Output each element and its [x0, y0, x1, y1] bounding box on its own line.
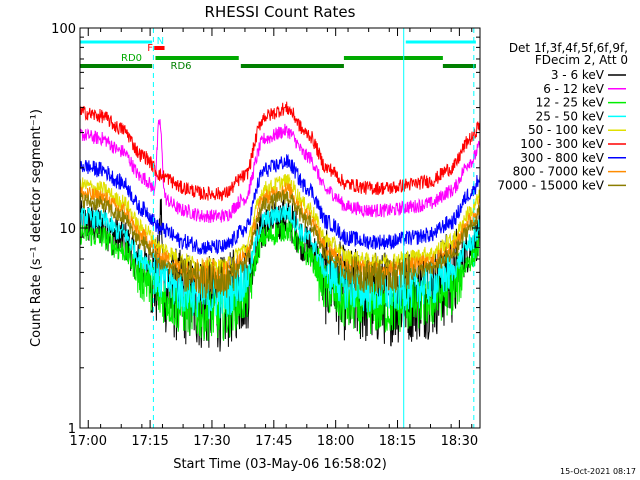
legend-entry: 12 - 25 keV: [536, 96, 605, 110]
state-bar-label: RD0: [121, 53, 142, 64]
x-tick-label: 17:15: [131, 434, 168, 449]
y-tick-label: 1: [68, 422, 76, 437]
y-tick-label: 100: [51, 22, 76, 37]
x-tick-label: 18:00: [317, 434, 354, 449]
x-tick-label: 17:00: [70, 434, 107, 449]
chart-title: RHESSI Count Rates: [205, 3, 356, 21]
footer-timestamp: 15-Oct-2021 08:17: [560, 467, 636, 476]
legend-entry: 25 - 50 keV: [536, 109, 605, 123]
state-bar-label: RD6: [171, 61, 192, 72]
legend-entry: 100 - 300 keV: [520, 137, 604, 151]
legend-entry: 50 - 100 keV: [528, 123, 605, 137]
series-line: [79, 101, 481, 202]
legend-entry: 300 - 800 keV: [520, 151, 604, 165]
state-bar-label: N: [157, 36, 164, 47]
legend-entry: 3 - 6 keV: [551, 68, 605, 82]
legend-entry: 7000 - 15000 keV: [497, 178, 604, 192]
series-line: [79, 174, 481, 275]
legend-entry: 800 - 7000 keV: [513, 165, 605, 179]
series-line: [79, 119, 481, 224]
y-tick-label: 10: [59, 222, 76, 237]
series-line: [79, 189, 481, 299]
series-line: [79, 153, 481, 255]
legend-header: FDecim 2, Att 0: [535, 53, 628, 67]
x-tick-label: 17:30: [193, 434, 230, 449]
state-bar-label: F: [147, 43, 153, 54]
y-axis-label: Count Rate (s⁻¹ detector segment⁻¹): [29, 109, 44, 347]
x-tick-label: 17:45: [255, 434, 292, 449]
legend-entry: 6 - 12 keV: [543, 82, 605, 96]
legend-header: Det 1f,3f,4f,5f,6f,9f,: [509, 41, 628, 55]
x-tick-label: 18:30: [441, 434, 478, 449]
x-tick-label: 18:15: [379, 434, 416, 449]
series-line: [79, 218, 481, 342]
x-axis-label: Start Time (03-May-06 16:58:02): [173, 457, 387, 472]
